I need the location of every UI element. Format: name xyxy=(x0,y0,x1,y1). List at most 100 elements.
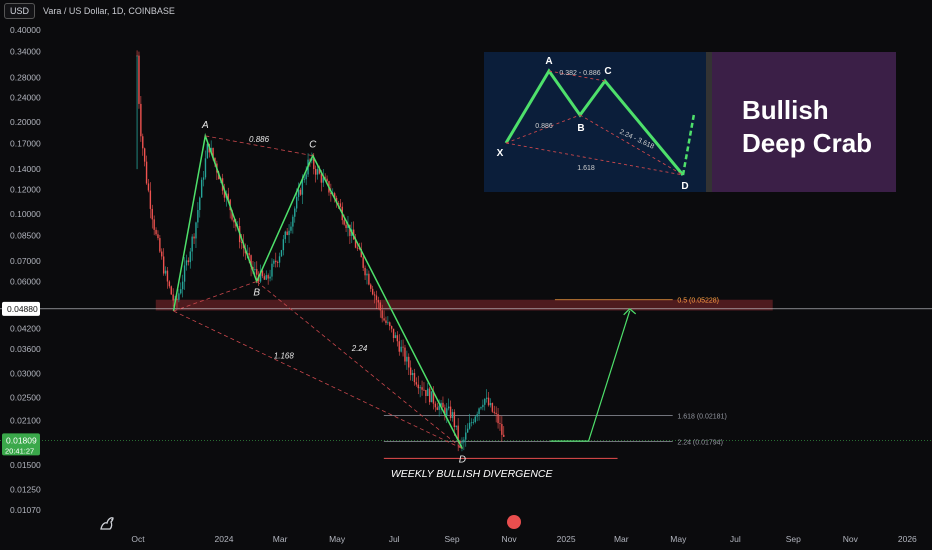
candle-body xyxy=(480,407,482,409)
candle-body xyxy=(487,397,490,406)
candle-body xyxy=(199,197,201,210)
candle-body xyxy=(430,391,433,403)
candle-body xyxy=(425,390,427,397)
inset-title-line1: Bullish xyxy=(742,95,829,125)
candle-body xyxy=(140,103,142,137)
inset-blue-panel xyxy=(484,52,712,192)
candle-body xyxy=(345,224,347,228)
y-tick-label: 0.04200 xyxy=(10,324,41,334)
xd-ratio-line xyxy=(173,310,463,449)
candle-body xyxy=(377,300,380,303)
supply-zone-band xyxy=(155,299,773,311)
candle-body xyxy=(206,143,209,159)
candle-body xyxy=(185,260,188,266)
candle-body xyxy=(343,220,345,225)
candle-body xyxy=(493,411,495,413)
candle-body xyxy=(162,256,165,274)
inset-purple-panel xyxy=(712,52,896,192)
weekly-divergence-label: WEEKLY BULLISH DIVERGENCE xyxy=(391,468,554,480)
candle-body xyxy=(189,251,191,263)
y-tick-label: 0.24000 xyxy=(10,93,41,103)
y-tick-label: 0.10000 xyxy=(10,209,41,219)
candle-body xyxy=(360,248,362,258)
candle-body xyxy=(267,275,269,279)
y-tick-label: 0.02100 xyxy=(10,416,41,426)
candle-body xyxy=(276,262,279,263)
candle-body xyxy=(499,423,501,425)
candle-body xyxy=(170,286,172,295)
candle-body xyxy=(324,177,326,179)
candle-body xyxy=(263,276,266,280)
candle-body xyxy=(309,159,311,161)
candle-body xyxy=(392,328,395,339)
candle-body xyxy=(501,424,503,435)
candle-body xyxy=(183,265,186,282)
currency-button[interactable]: USD xyxy=(4,3,36,19)
candle-body xyxy=(463,439,465,443)
candle-body xyxy=(385,320,387,324)
candle-body xyxy=(168,281,171,287)
candle-body xyxy=(187,260,190,263)
y-tick-label: 0.06000 xyxy=(10,276,41,286)
candle-body xyxy=(286,231,288,235)
candle-body xyxy=(157,234,159,239)
projection-arrowhead xyxy=(623,308,637,316)
candle-body xyxy=(482,404,484,408)
candle-body xyxy=(290,226,292,231)
x-tick-label: Nov xyxy=(502,534,518,544)
candle-body xyxy=(200,179,203,198)
candle-body xyxy=(178,293,180,300)
candle-body xyxy=(406,356,408,362)
event-flag-icon[interactable] xyxy=(507,515,521,529)
x-tick-label: 2024 xyxy=(215,534,234,544)
candle-body xyxy=(447,406,450,409)
candle-body xyxy=(166,270,169,282)
candle-body xyxy=(159,238,161,252)
candle-body xyxy=(254,269,256,271)
candle-body xyxy=(375,295,378,301)
x-tick-label: 2026 xyxy=(898,534,917,544)
xb-ratio-line xyxy=(173,281,257,312)
candle-body xyxy=(269,276,271,279)
inset-ratio-label: 0.382 - 0.886 xyxy=(559,70,600,77)
candle-body xyxy=(147,183,150,191)
candle-body xyxy=(349,224,351,236)
candle-body xyxy=(465,432,467,440)
candle-body xyxy=(305,174,307,180)
inset-xb-line xyxy=(505,114,581,144)
candle-body xyxy=(362,257,364,268)
candle-body xyxy=(149,190,152,209)
candle-body xyxy=(164,270,167,274)
y-tick-label: 0.01500 xyxy=(10,460,41,470)
candle-body xyxy=(495,412,497,415)
candle-body xyxy=(248,253,250,256)
candle-body xyxy=(373,294,376,296)
inset-point-label: D xyxy=(681,181,688,192)
candle-body xyxy=(366,273,368,276)
x-tick-label: Oct xyxy=(131,534,145,544)
candle-body xyxy=(485,397,488,399)
candle-body xyxy=(301,179,304,195)
candle-body xyxy=(313,158,315,170)
candle-body xyxy=(423,389,425,391)
candle-body xyxy=(214,157,216,164)
candle-body xyxy=(227,193,229,200)
candle-body xyxy=(489,403,492,406)
candle-body xyxy=(434,403,437,408)
candle-body xyxy=(394,335,397,339)
y-tick-label: 0.08500 xyxy=(10,230,41,240)
candle-body xyxy=(161,251,163,257)
candle-body xyxy=(280,250,283,257)
candle-body xyxy=(468,422,471,429)
pattern-point-label: B xyxy=(253,287,260,298)
ratio-label: 2.24 xyxy=(351,344,368,353)
candle-body xyxy=(282,239,285,251)
candle-body xyxy=(297,189,300,197)
candle-body xyxy=(461,442,463,444)
candle-body xyxy=(404,347,406,362)
candle-body xyxy=(252,266,254,271)
candle-body xyxy=(191,236,193,252)
bd-ratio-line xyxy=(256,281,463,449)
candle-body xyxy=(446,408,448,416)
